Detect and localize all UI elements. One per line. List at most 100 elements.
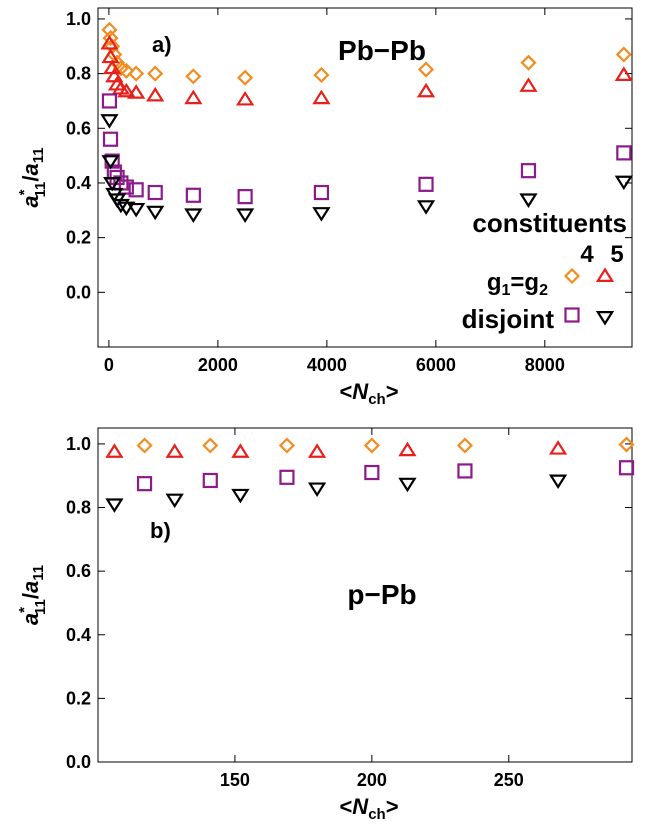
system-label: Pb−Pb: [338, 35, 426, 66]
x-tick-label: 4000: [307, 355, 347, 375]
data-point-triangle-down: [416, 200, 436, 215]
x-tick-label: 8000: [525, 355, 565, 375]
data-point-triangle-down: [398, 477, 417, 493]
data-point-triangle-down: [235, 208, 255, 223]
y-axis-title: a*11/a11: [16, 147, 49, 207]
y-tick-label: 0.4: [66, 625, 91, 645]
y-tick-label: 0.2: [66, 688, 91, 708]
y-axis-title: a*11/a11: [16, 565, 49, 625]
data-point-square: [457, 463, 473, 479]
y-tick-label: 0.6: [66, 561, 91, 581]
x-axis-title: <Nch>: [339, 794, 398, 823]
data-point-triangle-up: [614, 66, 633, 81]
data-point-diamond: [456, 437, 474, 454]
data-point-square: [520, 163, 537, 179]
data-point-diamond: [363, 437, 380, 454]
y-tick-label: 0.6: [66, 118, 91, 138]
panel-label: a): [152, 32, 172, 57]
data-point-square: [237, 189, 253, 205]
data-point-square: [616, 145, 632, 161]
y-tick-label: 0.0: [66, 752, 91, 772]
y-tick-label: 1.0: [66, 9, 91, 29]
plot-frame: [97, 7, 633, 348]
data-point-triangle-down: [105, 498, 124, 513]
legend-label-g1-g2: g1=g2: [487, 269, 548, 299]
data-point-square: [118, 179, 134, 195]
y-tick-label: 0.2: [66, 228, 91, 248]
data-point-triangle-down: [103, 176, 122, 192]
data-point-diamond: [118, 62, 135, 79]
x-tick-label: 250: [494, 770, 524, 790]
data-point-square: [202, 472, 218, 489]
data-point-triangle-up: [165, 443, 184, 458]
y-tick-label: 0.4: [66, 173, 91, 193]
data-point-triangle-down: [117, 201, 136, 217]
data-point-diamond: [237, 69, 254, 86]
data-point-diamond: [520, 54, 537, 71]
data-point-square: [364, 464, 380, 481]
data-point-triangle-up: [101, 48, 120, 64]
data-point-triangle-down: [146, 205, 165, 221]
data-point-triangle-up: [519, 77, 538, 92]
panel-label: b): [150, 518, 171, 543]
y-tick-label: 0.8: [66, 498, 91, 518]
data-point-diamond: [147, 65, 164, 82]
panel-b-p-pb: 150 200 250 0.0 0.2 0.4 0.6 0.8 1.0 <Nch> a*11/a11…: [16, 427, 635, 823]
x-axis-title: <Nch>: [339, 379, 398, 408]
data-point-triangle-down: [111, 198, 131, 214]
data-point-triangle-down: [127, 202, 146, 218]
data-point-diamond: [615, 46, 632, 63]
data-point-diamond: [278, 437, 296, 454]
legend-column-5: 5: [610, 241, 623, 268]
legend-marker-triangle-down: [595, 311, 615, 326]
data-point-triangle-down: [312, 207, 331, 222]
x-tick-label: 200: [357, 770, 387, 790]
data-point-square: [102, 131, 119, 147]
data-point-triangle-down: [101, 155, 120, 170]
data-point-triangle-up: [127, 84, 146, 99]
x-tick-label: 2000: [198, 355, 238, 375]
data-point-square: [418, 176, 434, 192]
data-point-triangle-up: [117, 82, 136, 98]
data-point-diamond: [618, 436, 635, 453]
x-tick-label: 0: [104, 355, 114, 375]
legend-marker-square: [564, 307, 580, 323]
y-tick-label: 0.8: [66, 64, 91, 84]
data-point-square: [313, 184, 330, 201]
data-point-square: [618, 460, 635, 476]
legend-title: constituents: [472, 208, 627, 238]
legend-label-disjoint: disjoint: [462, 304, 555, 334]
data-point-square: [279, 469, 295, 485]
system-label: p−Pb: [347, 579, 416, 610]
y-tick-label: 1.0: [66, 434, 91, 454]
data-point-square: [136, 476, 153, 492]
data-point-triangle-down: [519, 193, 538, 208]
data-point-triangle-up: [416, 82, 436, 98]
data-point-diamond: [128, 65, 145, 82]
x-tick-label: 150: [220, 770, 250, 790]
data-point-diamond: [202, 437, 219, 454]
data-point-triangle-down: [231, 488, 250, 504]
data-point-triangle-down: [307, 482, 327, 498]
data-point-diamond: [136, 437, 153, 454]
legend-column-4: 4: [580, 241, 594, 268]
data-point-triangle-up: [184, 89, 203, 105]
data-point-square: [185, 187, 201, 203]
data-point-triangle-down: [184, 208, 203, 223]
data-point-triangle-up: [231, 443, 250, 458]
data-point-diamond: [313, 66, 330, 84]
data-point-square: [128, 182, 144, 198]
data-point-diamond: [417, 61, 435, 78]
plot-frame: [97, 427, 633, 763]
data-point-triangle-up: [235, 91, 255, 106]
data-point-square: [101, 93, 118, 109]
data-point-triangle-up: [105, 443, 124, 458]
panel-a-pb-pb: 0 2000 4000 6000 8000 0.0 0.2 0.4 0.6 0.8 1.0 <Nch>…: [16, 7, 633, 408]
y-tick-label: 0.0: [66, 282, 91, 302]
data-point-triangle-up: [146, 86, 165, 102]
data-point-triangle-down: [614, 175, 633, 191]
x-tick-label: 6000: [416, 355, 456, 375]
legend-marker-diamond: [563, 267, 581, 285]
data-point-triangle-down: [165, 493, 184, 509]
